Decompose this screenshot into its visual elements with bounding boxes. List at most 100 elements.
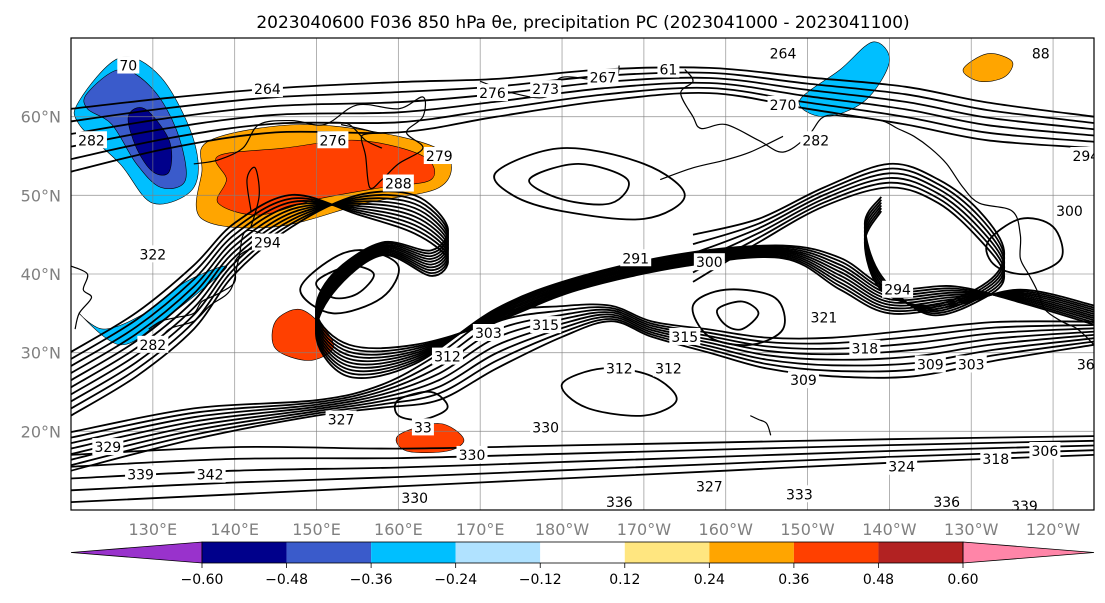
theta-e-contour (71, 203, 1094, 381)
contour-label-background (411, 418, 434, 436)
theta-e-contour (71, 86, 1094, 160)
contour-label: 321 (811, 310, 838, 326)
theta-e-contour (692, 162, 1006, 307)
contour-label-background (431, 347, 463, 365)
contour-label-background (251, 80, 283, 98)
theta-e-contour-closed (528, 162, 630, 206)
contour-label: 309 (790, 373, 817, 389)
contour-label: 282 (802, 133, 829, 149)
contour-label-background (603, 493, 635, 510)
contour-label: 324 (888, 460, 915, 476)
theta-e-contour (71, 202, 1094, 389)
contour-label: 306 (1032, 444, 1059, 460)
colorbar-segment (793, 542, 879, 563)
theta-e-contour-labels: 264 276 282 70 288 279 276 273 267 61 270 282 264 88 2… (75, 44, 1095, 515)
contour-label: 294 (254, 236, 281, 252)
theta-e-contour (692, 186, 1006, 317)
contour-label-background (137, 245, 169, 263)
contour-label-background (1070, 147, 1094, 164)
colorbar-tick-label: 0.36 (778, 572, 809, 588)
contour-label-background (251, 233, 283, 251)
contour-label-background (931, 493, 963, 510)
contour-label-background (1029, 44, 1052, 62)
theta-e-contour (71, 439, 1094, 468)
colorbar-segment (709, 542, 794, 563)
contour-label: 303 (475, 326, 502, 342)
theta-e-contour-closed (691, 288, 786, 347)
contour-label-background (849, 339, 881, 357)
contour-label: 315 (532, 318, 559, 334)
contour-label: 36 (1077, 357, 1095, 373)
theta-e-contour (71, 320, 1094, 472)
contour-label-background (92, 438, 124, 456)
theta-e-contour-closed (493, 147, 686, 221)
contour-label-background (587, 68, 619, 86)
contour-label-background (767, 44, 799, 62)
contour-label: 291 (622, 251, 649, 267)
theta-e-contour (71, 197, 1094, 376)
contour-label: 315 (671, 330, 698, 346)
map-frame (70, 37, 1095, 511)
contour-label: 330 (459, 448, 486, 464)
colorbar-segment (286, 542, 372, 563)
theta-e-contour (71, 435, 1094, 456)
contour-label-background (382, 174, 414, 192)
contour-label: 327 (696, 479, 723, 495)
chart-title: 2023040600 F036 850 hPa θe, precipitatio… (256, 13, 909, 33)
contour-label-background (767, 95, 799, 113)
lon-tick-label: 130°W (944, 520, 999, 539)
contour-label-background (783, 485, 815, 503)
colorbar-tick-label: −0.24 (434, 572, 477, 588)
theta-e-contour (692, 181, 1006, 315)
colorbar-tick-label: −0.48 (265, 572, 308, 588)
contour-label: 330 (532, 420, 559, 436)
contour-label: 333 (786, 487, 813, 503)
contour-label-background (423, 147, 455, 164)
contour-label-background (399, 489, 431, 507)
theta-e-contour-closed (985, 217, 1064, 276)
contour-label: 300 (696, 255, 723, 271)
contour-label: 33 (414, 420, 432, 436)
contour-label-background (194, 465, 226, 483)
contour-label-background (476, 84, 508, 102)
theta-e-contour (71, 303, 1094, 433)
contour-label: 339 (1011, 499, 1038, 515)
lon-tick-label: 160°W (699, 520, 754, 539)
theta-e-contour (71, 202, 1094, 374)
contour-label: 339 (127, 468, 154, 484)
contour-label-background (980, 449, 1012, 467)
contour-label: 61 (660, 62, 678, 78)
theta-e-contour (71, 81, 1094, 148)
theta-e-contour (71, 318, 1094, 467)
contour-label: 267 (590, 70, 617, 86)
contour-label: 264 (254, 82, 281, 98)
coastline (71, 265, 93, 330)
colorbar-segment (455, 542, 541, 563)
contour-label-background (456, 445, 488, 463)
coastline (659, 135, 784, 181)
precip-pc-fills (73, 41, 1014, 454)
contour-label-background (325, 410, 357, 428)
colorbar-tick-label: 0.60 (947, 572, 978, 588)
contour-label: 322 (139, 247, 166, 263)
contour-label: 329 (94, 440, 121, 456)
colorbar: −0.60 −0.48 −0.36 −0.24 −0.12 0.12 0.24 0.36 0.4… (70, 541, 1095, 588)
contour-label-background (955, 355, 987, 373)
contour-label: 318 (982, 452, 1009, 468)
lon-tick-label: 140°E (210, 520, 259, 539)
lat-tick-label: 20°N (21, 422, 61, 441)
contour-label-background (1074, 355, 1094, 373)
contour-label-background (117, 56, 140, 74)
theta-e-contour (71, 315, 1094, 461)
contour-label: 300 (1056, 204, 1083, 220)
contour-label-background (75, 131, 107, 149)
contour-label: 294 (884, 283, 911, 299)
contour-label: 273 (532, 82, 559, 98)
contour-label-background (530, 80, 562, 98)
contour-label: 282 (139, 338, 166, 354)
contour-label: 70 (119, 59, 137, 75)
theta-e-contour (71, 444, 1094, 480)
contour-label: 264 (770, 47, 797, 63)
contour-label-background (620, 249, 652, 267)
